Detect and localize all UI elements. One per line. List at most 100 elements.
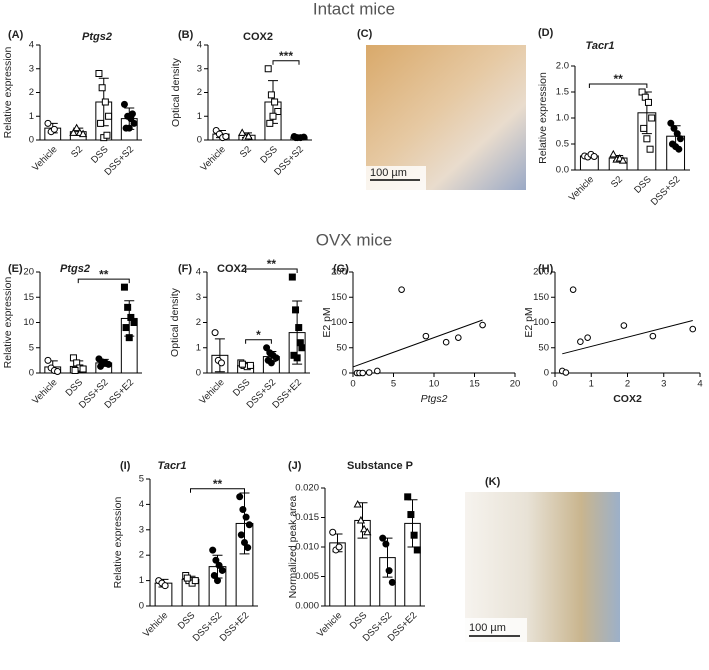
significance-label: * [256,328,261,342]
micrograph [366,45,526,190]
y-tick-label: 1 [197,111,202,122]
data-point [335,543,343,551]
y-tick-label: 0 [197,135,202,146]
y-tick-label: 1.0 [556,113,569,124]
y-tick-label: 0 [544,368,549,379]
data-point [620,322,628,329]
x-tick-label: 5 [391,379,396,390]
data-point [363,527,372,536]
data-point [245,521,253,529]
data-point [670,124,678,132]
panel-label: (C) [357,28,373,40]
x-tick-label: DSS [64,377,86,399]
y-tick-label: 4 [196,267,201,278]
y-axis-label: E2 pM [321,307,333,337]
significance-bracket [588,83,648,88]
x-tick-label: S2 [238,144,254,160]
trend-line [352,319,483,368]
data-point [649,332,657,340]
significance-label: ** [267,257,277,271]
micrograph [465,492,620,642]
chart-title: COX2 [217,263,247,275]
data-point [374,367,381,375]
data-point [264,65,272,73]
chart-title: Ptgs2 [82,31,112,43]
x-tick-label: Vehicle [197,377,226,406]
y-axis-label: Relative expression [112,497,124,589]
data-point [242,513,250,521]
data-point [97,362,105,370]
panel-label: (F) [178,263,192,275]
scale-box [465,618,527,642]
y-tick-label: 0 [139,601,144,612]
data-point [120,100,128,108]
y-tick-label: 4 [139,499,144,510]
data-point [238,128,247,136]
y-axis-label: Relative expression [2,47,14,139]
y-tick-label: 20 [23,267,34,278]
x-tick-label: 20 [510,379,521,390]
data-point [97,119,105,127]
data-point [442,338,450,346]
significance-bracket [272,60,300,65]
y-tick-label: 2 [197,87,202,98]
data-point [98,84,106,92]
y-tick-label: 2.0 [556,61,569,72]
x-tick-label: DSS+E2 [218,610,252,644]
data-point [359,524,369,533]
y-tick-label: 0.020 [295,483,319,494]
significance-label: *** [279,49,293,63]
data-point [125,124,133,132]
panel-label: (H) [538,263,554,275]
significance-bracket [190,488,245,493]
data-point [78,129,88,138]
y-tick-label: 0 [196,368,201,379]
data-point [272,354,280,362]
data-point [646,145,654,153]
panel-label: (I) [120,460,131,472]
y-tick-label: 50 [336,342,347,353]
data-point [329,528,337,536]
y-axis-label: E2 pM [523,307,535,337]
data-point [300,133,308,141]
data-point [217,359,225,367]
y-tick-label: 3 [196,292,201,303]
data-point [388,578,396,586]
data-point [648,114,656,122]
data-point [455,334,462,341]
data-point [71,366,79,374]
data-point [379,534,387,542]
data-point [130,319,138,326]
data-point [236,493,244,501]
data-point [404,493,412,501]
data-point [183,574,191,582]
panel-label: (A) [8,29,24,41]
y-tick-label: 3 [197,63,202,74]
data-point [79,365,87,373]
x-tick-label: 2 [625,379,630,390]
error-bar [214,338,225,373]
scale-label: 100 µm [469,622,506,634]
data-point [577,338,584,345]
y-tick-label: 150 [533,292,549,303]
data-point [191,577,199,585]
y-tick-label: 50 [538,342,549,353]
data-point [263,344,271,352]
y-tick-label: 2 [139,550,144,561]
x-tick-label: DSS+S2 [649,174,683,208]
data-point [562,369,570,376]
trend-line [562,319,693,355]
data-point [44,119,52,127]
x-tick-label: DSS [348,610,370,632]
x-tick-label: 15 [469,379,480,390]
x-tick-label: 3 [661,379,666,390]
data-point [266,119,274,127]
chart-title: Substance P [347,460,413,472]
y-tick-label: 3 [29,63,34,74]
data-point [210,572,218,580]
data-point [398,286,405,293]
x-tick-label: Vehicle [315,610,344,639]
data-point [218,566,226,574]
x-tick-label: S2 [69,144,85,160]
